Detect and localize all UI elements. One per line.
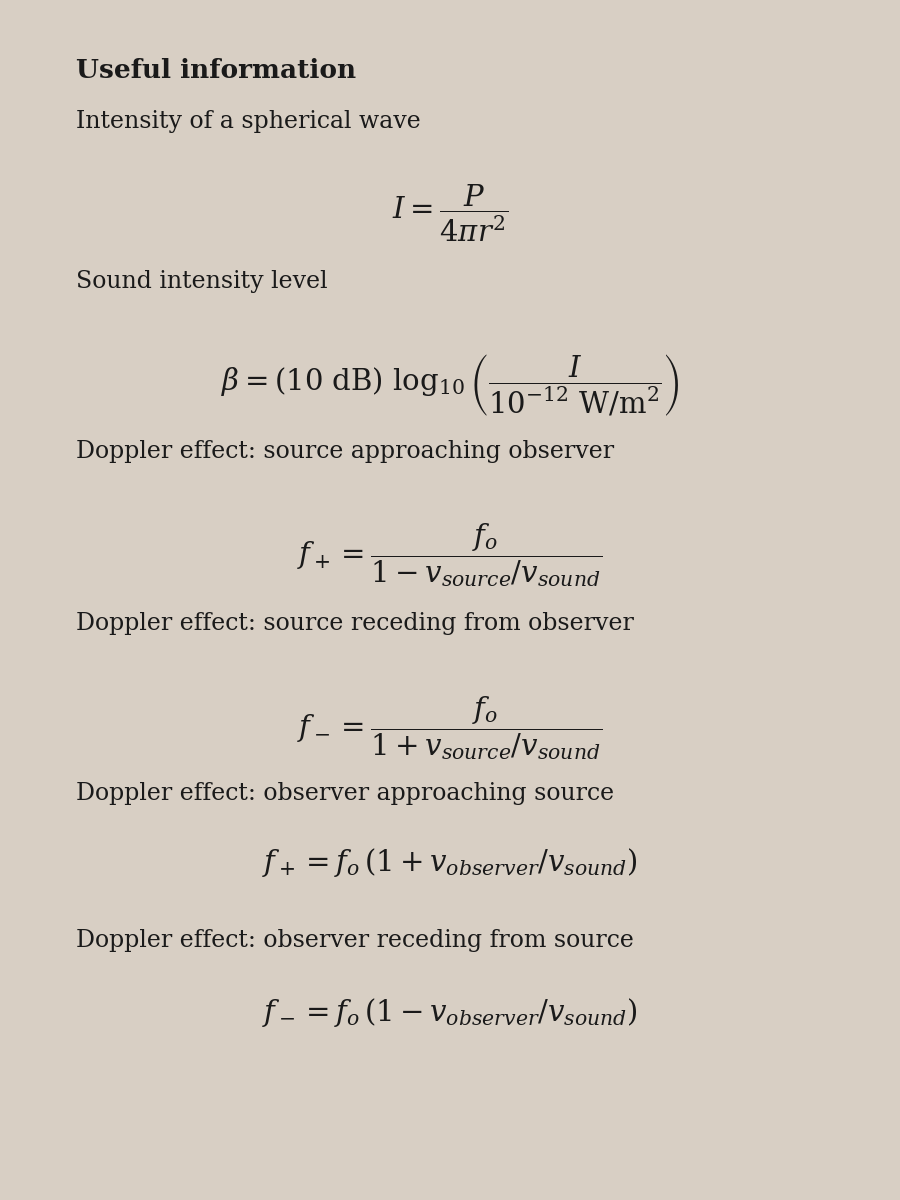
Text: $f_+ = \dfrac{f_o}{1 - v_{source}/v_{sound}}$: $f_+ = \dfrac{f_o}{1 - v_{source}/v_{sou…: [298, 521, 602, 589]
Text: Doppler effect: source receding from observer: Doppler effect: source receding from obs…: [76, 612, 634, 635]
Text: Sound intensity level: Sound intensity level: [76, 270, 328, 293]
Text: $I = \dfrac{P}{4\pi r^2}$: $I = \dfrac{P}{4\pi r^2}$: [392, 182, 508, 244]
Text: Intensity of a spherical wave: Intensity of a spherical wave: [76, 110, 421, 133]
Text: Doppler effect: observer approaching source: Doppler effect: observer approaching sou…: [76, 782, 615, 805]
Text: Doppler effect: source approaching observer: Doppler effect: source approaching obser…: [76, 440, 615, 463]
Text: Useful information: Useful information: [76, 58, 356, 83]
Text: $\beta = (10\ \mathrm{dB})\ \log_{10} \left( \dfrac{I}{10^{-12}\ \mathrm{W/m}^2}: $\beta = (10\ \mathrm{dB})\ \log_{10} \l…: [220, 353, 680, 419]
Text: Doppler effect: observer receding from source: Doppler effect: observer receding from s…: [76, 929, 634, 952]
Text: $f_- = f_o\,(1 - v_{observer}/v_{sound})$: $f_- = f_o\,(1 - v_{observer}/v_{sound})…: [262, 996, 638, 1028]
Text: $f_- = \dfrac{f_o}{1 + v_{source}/v_{sound}}$: $f_- = \dfrac{f_o}{1 + v_{source}/v_{sou…: [298, 694, 602, 762]
Text: $f_+ = f_o\,(1 + v_{observer}/v_{sound})$: $f_+ = f_o\,(1 + v_{observer}/v_{sound})…: [262, 846, 638, 878]
